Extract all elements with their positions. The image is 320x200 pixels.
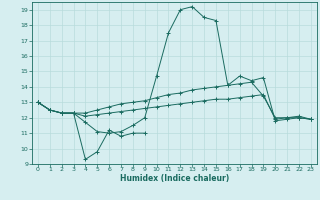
X-axis label: Humidex (Indice chaleur): Humidex (Indice chaleur) (120, 174, 229, 183)
